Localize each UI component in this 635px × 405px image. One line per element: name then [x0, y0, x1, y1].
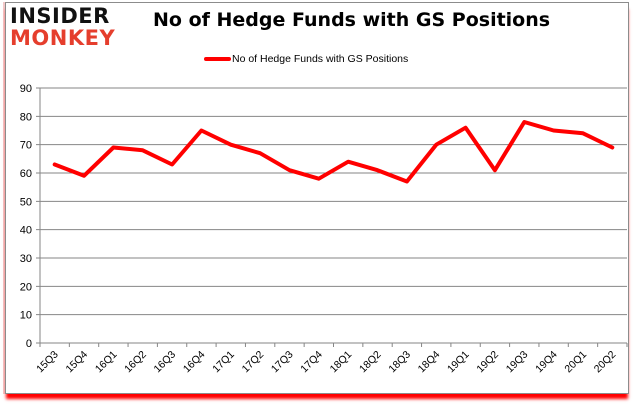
- x-tick-label: 15Q3: [34, 349, 61, 376]
- x-tick-label: 16Q4: [181, 349, 208, 376]
- y-tick-label: 80: [20, 111, 32, 123]
- x-tick-label: 19Q2: [474, 349, 501, 376]
- x-tick-label: 18Q3: [386, 349, 413, 376]
- legend-line-swatch-icon: [204, 57, 231, 61]
- y-axis: 0 10 20 30 40 50 60 70 80 90: [20, 83, 41, 350]
- y-tick-label: 10: [20, 310, 32, 322]
- x-tick-label: 20Q2: [592, 349, 619, 376]
- y-tick-label: 30: [20, 253, 32, 265]
- x-tick-label: 19Q1: [445, 349, 472, 376]
- x-axis: 15Q3 15Q4 16Q1 16Q2 16Q3 16Q4 17Q1 17Q2 17Q3 17Q4…: [34, 343, 628, 376]
- x-tick-label: 19Q3: [504, 349, 531, 376]
- y-tick-label: 70: [20, 140, 32, 152]
- x-tick-label: 19Q4: [533, 349, 560, 376]
- x-tick-label: 17Q2: [240, 349, 267, 376]
- chart-legend: No of Hedge Funds with GS Positions: [204, 53, 408, 65]
- frame-shadow: [3, 2, 5, 394]
- x-tick-label: 20Q1: [562, 349, 589, 376]
- series-line: [52, 120, 615, 184]
- x-tick-label: 17Q3: [269, 349, 296, 376]
- y-tick-label: 0: [26, 338, 32, 350]
- logo-bottom-text: MONKEY: [10, 26, 116, 50]
- x-tick-label: 16Q1: [93, 349, 120, 376]
- x-tick-label: 16Q3: [152, 349, 179, 376]
- x-tick-label: 15Q4: [63, 349, 90, 376]
- legend-label: No of Hedge Funds with GS Positions: [232, 53, 409, 65]
- logo-top-text: INSIDER: [10, 4, 110, 28]
- y-tick-label: 60: [20, 168, 32, 180]
- y-tick-label: 40: [20, 225, 32, 237]
- y-tick-label: 20: [20, 281, 32, 293]
- insider-monkey-logo: INSIDER MONKEY: [10, 5, 145, 51]
- x-tick-label: 17Q4: [298, 349, 325, 376]
- y-tick-label: 50: [20, 196, 32, 208]
- chart-frame: [5, 2, 629, 394]
- y-tick-label: 90: [20, 83, 32, 95]
- x-tick-label: 18Q2: [357, 349, 384, 376]
- x-tick-label: 17Q1: [210, 349, 237, 376]
- x-tick-label: 16Q2: [122, 349, 149, 376]
- chart-title: No of Hedge Funds with GS Positions: [153, 9, 551, 31]
- x-tick-label: 18Q1: [328, 349, 355, 376]
- x-tick-label: 18Q4: [416, 349, 443, 376]
